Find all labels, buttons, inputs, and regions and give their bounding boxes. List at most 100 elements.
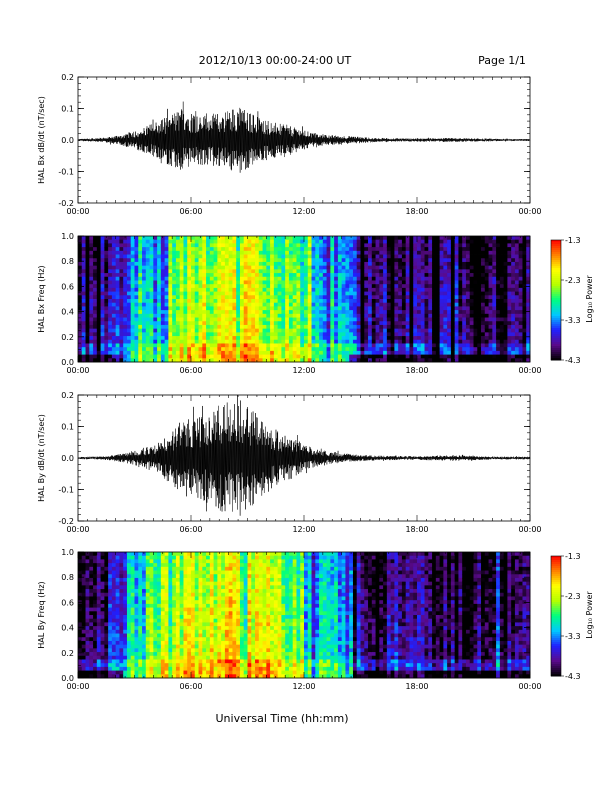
heatmap-cell bbox=[360, 284, 365, 289]
heatmap-cell bbox=[507, 354, 512, 359]
heatmap-cell bbox=[111, 648, 117, 653]
heatmap-cell bbox=[420, 239, 425, 244]
heatmap-cell bbox=[432, 317, 437, 322]
heatmap-cell bbox=[285, 273, 290, 278]
heatmap-cell bbox=[93, 336, 98, 341]
heatmap-cell bbox=[126, 347, 132, 352]
heatmap-cell bbox=[138, 299, 143, 304]
heatmap-cell bbox=[462, 291, 467, 296]
heatmap-cell bbox=[243, 321, 248, 326]
heatmap-cell bbox=[247, 302, 252, 307]
heatmap-cell bbox=[368, 269, 373, 274]
heatmap-cell bbox=[401, 302, 407, 307]
heatmap-cell bbox=[450, 339, 456, 344]
heatmap-cell bbox=[499, 299, 505, 304]
heatmap-cell bbox=[454, 313, 459, 318]
heatmap-cell bbox=[168, 328, 173, 333]
heatmap-cell bbox=[398, 295, 403, 300]
heatmap-cell bbox=[78, 321, 83, 326]
heatmap-cell bbox=[413, 265, 418, 270]
heatmap-cell bbox=[356, 310, 361, 315]
heatmap-cell bbox=[281, 291, 286, 296]
heatmap-cell bbox=[292, 317, 297, 322]
heatmap-cell bbox=[270, 236, 275, 241]
heatmap-cell bbox=[417, 261, 422, 267]
heatmap-cell bbox=[526, 299, 531, 304]
heatmap-cell bbox=[507, 254, 512, 259]
heatmap-cell bbox=[153, 258, 158, 263]
heatmap-cell bbox=[202, 258, 207, 263]
heatmap-cell bbox=[153, 295, 158, 300]
heatmap-cell bbox=[172, 347, 177, 352]
heatmap-cell bbox=[428, 258, 433, 263]
heatmap-cell bbox=[100, 265, 105, 270]
heatmap-cell bbox=[243, 313, 248, 318]
heatmap-cell bbox=[221, 295, 226, 300]
heatmap-cell bbox=[420, 287, 425, 292]
heatmap-cell bbox=[454, 261, 459, 267]
heatmap-cell bbox=[175, 247, 181, 252]
heatmap-cell bbox=[266, 261, 271, 267]
heatmap-cell bbox=[168, 287, 173, 292]
heatmap-cell bbox=[111, 644, 117, 649]
heatmap-cell bbox=[481, 276, 486, 281]
heatmap-cell bbox=[296, 358, 301, 363]
heatmap-cell bbox=[145, 287, 150, 292]
heatmap-cell bbox=[251, 350, 256, 355]
heatmap-cell bbox=[439, 236, 444, 241]
heatmap-cell bbox=[458, 280, 463, 285]
heatmap-cell bbox=[447, 284, 452, 289]
heatmap-cell bbox=[341, 269, 346, 274]
heatmap-cell bbox=[439, 321, 444, 326]
heatmap-cell bbox=[488, 273, 493, 278]
heatmap-cell bbox=[311, 247, 316, 252]
heatmap-cell bbox=[334, 261, 339, 267]
heatmap-cell bbox=[526, 273, 531, 278]
panels: 0.20.10.0-0.1-0.200:00 06:00 12:00 18:00 00:… bbox=[37, 73, 594, 691]
heatmap-cell bbox=[514, 299, 520, 304]
heatmap-cell bbox=[326, 350, 331, 355]
heatmap-cell bbox=[243, 347, 248, 352]
heatmap-cell bbox=[258, 284, 263, 289]
heatmap-cell bbox=[85, 626, 90, 631]
heatmap-cell bbox=[96, 666, 101, 671]
heatmap-cell bbox=[228, 317, 233, 322]
heatmap-cell bbox=[123, 332, 128, 337]
heatmap-cell bbox=[326, 239, 331, 244]
heatmap-cell bbox=[149, 247, 154, 252]
heatmap-cell bbox=[492, 317, 497, 322]
heatmap-cell bbox=[198, 236, 203, 241]
heatmap-cell bbox=[465, 321, 471, 326]
heatmap-cell bbox=[202, 332, 207, 337]
heatmap-cell bbox=[522, 250, 527, 255]
heatmap-cell bbox=[81, 324, 86, 330]
heatmap-cell bbox=[503, 317, 508, 322]
heatmap-cell bbox=[417, 239, 422, 244]
heatmap-cell bbox=[292, 324, 297, 330]
heatmap-cell bbox=[130, 328, 135, 333]
heatmap-cell bbox=[379, 236, 384, 241]
heatmap-cell bbox=[149, 321, 154, 326]
heatmap-cell bbox=[100, 350, 105, 355]
heatmap-cell bbox=[462, 295, 467, 300]
heatmap-cell bbox=[296, 261, 301, 267]
heatmap-cell bbox=[319, 276, 324, 281]
heatmap-cell bbox=[123, 247, 128, 252]
heatmap-cell bbox=[100, 302, 105, 307]
heatmap-cell bbox=[126, 276, 132, 281]
heatmap-cell bbox=[526, 295, 531, 300]
heatmap-cell bbox=[473, 299, 478, 304]
heatmap-cell bbox=[198, 258, 203, 263]
heatmap-cell bbox=[364, 250, 369, 255]
heatmap-cell bbox=[356, 239, 361, 244]
heatmap-cell bbox=[108, 596, 113, 601]
heatmap-cell bbox=[428, 247, 433, 252]
heatmap-cell bbox=[126, 299, 132, 304]
heatmap-cell bbox=[270, 328, 275, 333]
heatmap-cell bbox=[93, 633, 98, 638]
heatmap-cell bbox=[296, 243, 301, 248]
heatmap-cell bbox=[326, 243, 331, 248]
heatmap-cell bbox=[420, 310, 425, 315]
y-tick-label: 0.0 bbox=[61, 454, 74, 463]
heatmap-cell bbox=[187, 287, 192, 292]
